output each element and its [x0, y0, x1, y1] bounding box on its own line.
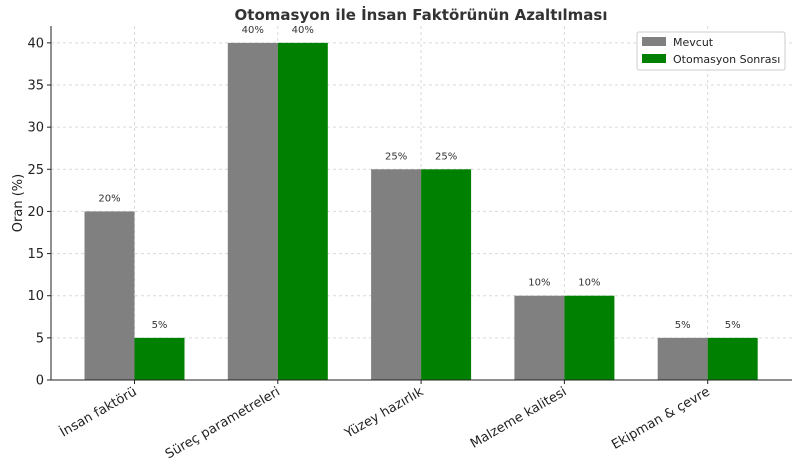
legend: Mevcut Otomasyon Sonrası	[636, 31, 786, 71]
bar-otomasyon-sonrasi	[421, 169, 472, 380]
bar-mevcut	[371, 169, 422, 380]
y-tick-label: 5	[36, 331, 44, 346]
x-tick-label: Malzeme kalitesi	[468, 384, 569, 451]
data-label: 5%	[152, 320, 168, 331]
bar-mevcut	[84, 211, 135, 380]
data-label: 25%	[435, 151, 457, 162]
bar-mevcut	[657, 337, 708, 380]
y-tick-label: 25	[27, 163, 44, 178]
x-tick-labels: İnsan faktörü Süreç parametreleri Yüzey ha…	[57, 380, 713, 462]
x-tick-label: Süreç parametreleri	[163, 384, 283, 462]
legend-frame	[636, 31, 786, 71]
y-tick-label: 30	[27, 121, 44, 136]
bar-otomasyon-sonrasi	[564, 295, 615, 380]
x-tick-label: Yüzey hazırlık	[341, 384, 426, 442]
y-tick-label: 20	[27, 205, 44, 220]
legend-swatch	[642, 54, 666, 63]
bar-otomasyon-sonrasi	[707, 337, 758, 380]
legend-swatch	[642, 37, 666, 46]
bars	[84, 42, 758, 380]
bar-mevcut	[227, 42, 278, 380]
data-label: 25%	[385, 151, 407, 162]
data-label: 40%	[292, 25, 314, 36]
y-tick-label: 40	[27, 36, 44, 51]
data-label: 10%	[578, 278, 600, 289]
bar-otomasyon-sonrasi	[134, 337, 185, 380]
data-labels: 20% 40% 25% 10% 5% 5% 40% 25% 10% 5%	[98, 25, 740, 331]
legend-entry: Otomasyon Sonrası	[673, 53, 780, 66]
x-tick-label: İnsan faktörü	[57, 384, 139, 441]
data-label: 5%	[675, 320, 691, 331]
y-axis-label: Oran (%)	[11, 174, 26, 232]
y-tick-label: 15	[27, 247, 44, 262]
chart-title: Otomasyon ile İnsan Faktörünün Azaltılma…	[235, 5, 608, 24]
y-tick-label: 10	[27, 289, 44, 304]
data-label: 20%	[98, 193, 120, 204]
y-tick-labels: 0 5 10 15 20 25 30 35 40	[27, 36, 51, 389]
data-label: 10%	[528, 278, 550, 289]
data-label: 5%	[725, 320, 741, 331]
legend-entry: Mevcut	[673, 36, 714, 49]
bar-mevcut	[514, 295, 565, 380]
y-tick-label: 0	[36, 374, 44, 389]
x-tick-label: Ekipman & çevre	[609, 384, 712, 452]
bar-otomasyon-sonrasi	[277, 42, 328, 380]
data-label: 40%	[242, 25, 264, 36]
y-tick-label: 35	[27, 79, 44, 94]
